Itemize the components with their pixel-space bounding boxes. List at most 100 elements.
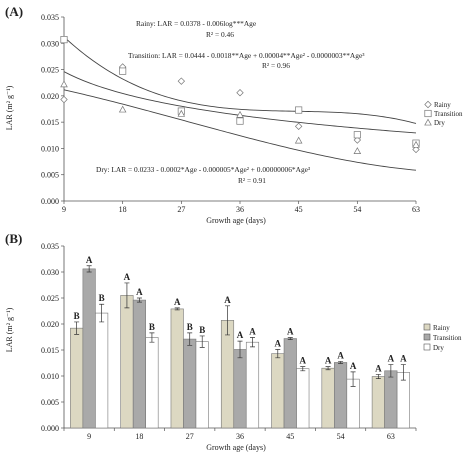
transition-significance-letter: A bbox=[287, 327, 294, 337]
transition-legend-label: Transition bbox=[434, 110, 463, 118]
transition-bar bbox=[334, 362, 348, 429]
transition-bar bbox=[283, 338, 297, 429]
panel-b-x-tick-label: 45 bbox=[286, 432, 294, 441]
transition-error-bar bbox=[287, 337, 293, 340]
dry-equation: Dry: LAR = 0.0233 - 0.0002*Age - 0.00000… bbox=[96, 165, 311, 174]
transition-point bbox=[295, 106, 303, 114]
panel-a-x-ticks: 9 18 27 36 45 54 63 bbox=[62, 201, 420, 214]
dry-significance-letter: A bbox=[300, 356, 307, 366]
panel-a-y-tick-label: 0.015 bbox=[41, 118, 59, 127]
panel-b-x-tick-label: 9 bbox=[87, 432, 91, 441]
rainy-bar bbox=[70, 327, 84, 429]
dry-legend-label: Dry bbox=[433, 344, 444, 352]
rainy-significance-letter: A bbox=[325, 356, 332, 366]
panel-b-x-tick-label: 36 bbox=[236, 432, 244, 441]
dry-bar bbox=[145, 337, 159, 429]
panel-b-y-tick-label: 0.000 bbox=[41, 424, 59, 433]
panel-a: (A) LAR (m² g⁻¹) Growth age (days) 0.000… bbox=[5, 4, 463, 225]
panel-a-y-tick-label: 0.005 bbox=[41, 171, 59, 180]
panel-b-x-tick-label: 54 bbox=[337, 432, 345, 441]
transition-r-squared: R² = 0.96 bbox=[262, 61, 290, 70]
panel-a-x-tick-label: 27 bbox=[177, 205, 185, 214]
rainy-error-bar bbox=[375, 374, 381, 379]
rainy-error-bar bbox=[275, 349, 281, 359]
rainy-point bbox=[60, 95, 68, 104]
rainy-significance-letter: A bbox=[224, 295, 231, 305]
rainy-point bbox=[236, 89, 244, 97]
dry-bar bbox=[245, 341, 260, 429]
rainy-legend-marker bbox=[424, 100, 432, 109]
panel-a-y-tick-label: 0.000 bbox=[41, 197, 59, 206]
transition-significance-letter: A bbox=[136, 287, 143, 297]
rainy-error-bar bbox=[325, 366, 331, 371]
panel-b: (B) LAR (m² g⁻¹) Growth age (days) 0.000… bbox=[5, 231, 462, 452]
transition-point bbox=[60, 36, 68, 44]
transition-bar bbox=[183, 338, 197, 429]
panel-b-y-ticks: 0.000 0.005 0.010 0.015 0.020 0.025 0.030 0.035 bbox=[41, 242, 64, 433]
rainy-bar bbox=[371, 376, 385, 429]
panel-b-y-tick-label: 0.010 bbox=[41, 372, 59, 381]
dry-significance-letter: B bbox=[199, 325, 205, 335]
panel-a-y-tick-label: 0.020 bbox=[41, 92, 59, 101]
panel-a-y-ticks: 0.000 0.005 0.010 0.015 0.020 0.025 0.030 0.035 bbox=[41, 13, 64, 206]
dry-legend-swatch bbox=[423, 343, 431, 351]
rainy-legend-label: Rainy bbox=[434, 101, 451, 109]
dry-bar bbox=[95, 312, 109, 429]
transition-significance-letter: A bbox=[237, 330, 244, 340]
transition-legend-marker bbox=[424, 109, 432, 118]
transition-legend-swatch bbox=[423, 333, 431, 341]
panel-a-x-tick-label: 54 bbox=[353, 205, 361, 214]
transition-bar bbox=[132, 299, 146, 429]
panel-b-y-tick-label: 0.015 bbox=[41, 346, 59, 355]
panel-b-x-tick-label: 18 bbox=[135, 432, 143, 441]
panel-a-x-tick-label: 18 bbox=[119, 205, 127, 214]
panel-a-y-tick-label: 0.010 bbox=[41, 144, 59, 153]
panel-a-x-axis-label: Growth age (days) bbox=[206, 216, 266, 225]
panel-a-y-tick-label: 0.030 bbox=[41, 39, 59, 48]
dry-point bbox=[412, 140, 420, 148]
transition-bar bbox=[82, 268, 96, 429]
rainy-bar bbox=[220, 320, 235, 429]
rainy-bar bbox=[170, 308, 184, 429]
rainy-point bbox=[353, 136, 362, 144]
panel-a-x-tick-label: 36 bbox=[236, 205, 244, 214]
transition-significance-letter: A bbox=[388, 354, 395, 364]
dry-point bbox=[60, 80, 68, 88]
dry-point bbox=[294, 136, 303, 144]
rainy-bar bbox=[271, 353, 285, 429]
rainy-point bbox=[294, 122, 303, 131]
dry-point bbox=[236, 110, 244, 118]
rainy-error-bar bbox=[124, 282, 130, 309]
panel-a-y-tick-label: 0.035 bbox=[41, 13, 59, 22]
transition-error-bar bbox=[136, 297, 142, 303]
panel-b-x-tick-label: 27 bbox=[186, 432, 194, 441]
dry-error-bar bbox=[350, 371, 356, 387]
rainy-bar bbox=[321, 367, 335, 429]
panel-a-y-axis-label: LAR (m² g⁻¹) bbox=[5, 85, 14, 130]
transition-fit-curve bbox=[63, 36, 417, 124]
dry-significance-letter: A bbox=[350, 361, 357, 371]
transition-point bbox=[119, 67, 127, 75]
panel-b-legend: Rainy Transition Dry bbox=[423, 323, 462, 352]
panel-b-y-tick-label: 0.035 bbox=[41, 242, 59, 251]
panel-b-y-tick-label: 0.030 bbox=[41, 268, 59, 277]
panel-b-x-ticks: 9 18 27 36 45 54 63 bbox=[63, 428, 417, 441]
rainy-point bbox=[177, 77, 186, 85]
dry-fit-curve bbox=[63, 89, 417, 171]
rainy-significance-letter: A bbox=[124, 272, 131, 282]
transition-bar bbox=[384, 370, 398, 429]
rainy-error-bar bbox=[174, 307, 180, 311]
panel-a-x-tick-label: 45 bbox=[295, 205, 303, 214]
transition-bar bbox=[233, 349, 247, 429]
dry-error-bar bbox=[199, 335, 205, 348]
dry-bar bbox=[396, 372, 410, 429]
rainy-bar bbox=[120, 295, 134, 429]
rainy-significance-letter: A bbox=[375, 363, 382, 373]
rainy-equation: Rainy: LAR = 0.0378 - 0.006log***Age bbox=[136, 19, 257, 28]
dry-significance-letter: A bbox=[400, 354, 407, 364]
transition-significance-letter: A bbox=[86, 255, 93, 265]
dry-error-bar bbox=[400, 364, 406, 381]
dry-error-bar bbox=[149, 332, 155, 343]
